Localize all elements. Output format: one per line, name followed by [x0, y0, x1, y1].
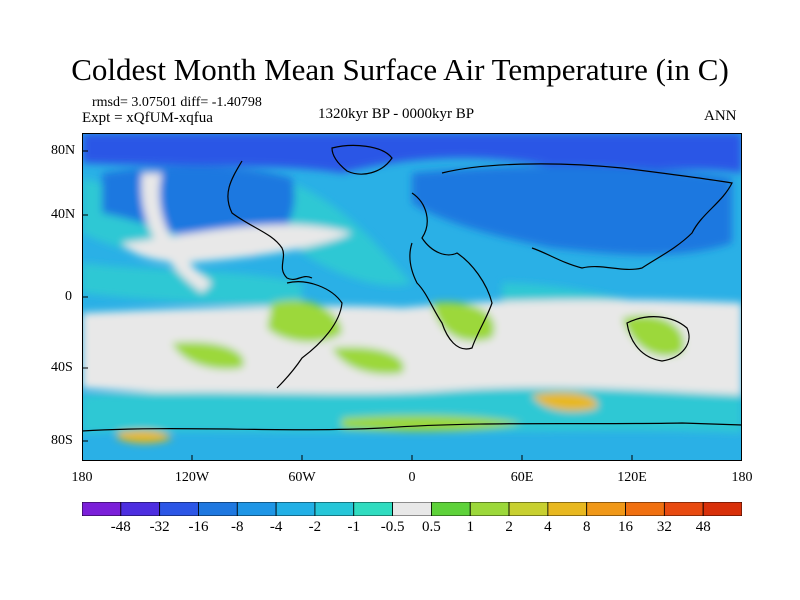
colorbar-segment: [547, 502, 588, 516]
colorbar-label: 8: [582, 519, 591, 535]
map-border: [82, 133, 742, 461]
south-atlantic-green: [332, 347, 404, 375]
colorbar-label: 48: [695, 519, 711, 535]
australia-green: [622, 315, 684, 357]
lon-tick-0: 0: [408, 470, 416, 485]
colorbar-label: -1: [347, 519, 361, 535]
colorbar-segment: [236, 502, 277, 516]
lat-tick-80s: 80S: [51, 433, 73, 448]
colorbar-segment: [392, 502, 432, 516]
south-pacific-green: [172, 342, 244, 370]
ross-sea-warm: [117, 430, 172, 444]
lon-tick-180e: 180: [731, 470, 753, 485]
south-america-green: [267, 300, 342, 343]
expt-label: Expt = xQfUM-xqfua: [82, 110, 213, 126]
lon-tick-60w: 60W: [288, 470, 316, 485]
colorbar-segment: [314, 502, 355, 516]
colorbar-label: -2: [308, 519, 322, 535]
colorbar-segment: [586, 502, 626, 516]
colorbar-label: -8: [231, 519, 244, 535]
pacific-neutral-arc: [141, 173, 212, 293]
colorbar-label: 0.5: [422, 519, 441, 535]
lon-tick-60e: 60E: [510, 470, 534, 485]
colorbar-segment: [120, 502, 161, 516]
lat-tick-40s: 40S: [51, 360, 73, 375]
colorbar-label: -16: [188, 519, 209, 535]
colorbar-segment: [702, 502, 742, 516]
colorbar-segment: [431, 502, 471, 516]
colorbar-segment: [625, 502, 665, 516]
lat-tick-40n: 40N: [51, 207, 76, 222]
lat-tick-80n: 80N: [51, 143, 76, 158]
lon-tick-120w: 120W: [174, 470, 210, 485]
colorbar-segment: [82, 502, 122, 516]
lon-tick-120e: 120E: [617, 470, 647, 485]
stats-label: rmsd= 3.07501 diff= -1.40798: [92, 95, 262, 110]
colorbar-label: 4: [544, 519, 552, 535]
colorbar-segment: [663, 502, 704, 516]
temperature-map: [82, 133, 742, 461]
colorbar-segment: [508, 502, 549, 516]
coastlines: [82, 144, 742, 432]
colorbar-label: -4: [269, 519, 283, 535]
colorbar-label: -48: [110, 519, 131, 535]
lon-tick-180w: 180: [71, 470, 93, 485]
colorbar-label: -0.5: [380, 519, 405, 535]
colorbar-segment: [275, 502, 316, 516]
period-label: 1320kyr BP - 0000kyr BP: [318, 106, 475, 122]
colorbar-segment: [198, 502, 238, 516]
colorbar-segment: [353, 502, 393, 516]
colorbar-label: 32: [656, 519, 672, 535]
colorbar-label: 2: [505, 519, 513, 535]
colorbar-segment: [469, 502, 510, 516]
colorbar: [82, 502, 742, 516]
colorbar-label: -32: [149, 519, 170, 535]
season-label: ANN: [704, 108, 737, 124]
arctic-cold-region: [82, 133, 742, 173]
colorbar-segment: [159, 502, 199, 516]
tropical-pacific-teal: [82, 263, 302, 308]
indian-southern-warm: [532, 392, 598, 412]
eurasia-cold: [412, 166, 732, 255]
chart-title: Coldest Month Mean Surface Air Temperatu…: [71, 52, 729, 87]
lat-tick-0: 0: [65, 289, 72, 304]
colorbar-label: 16: [618, 519, 633, 535]
colorbar-label: 1: [466, 519, 474, 535]
southern-ocean-neutral: [82, 299, 742, 400]
